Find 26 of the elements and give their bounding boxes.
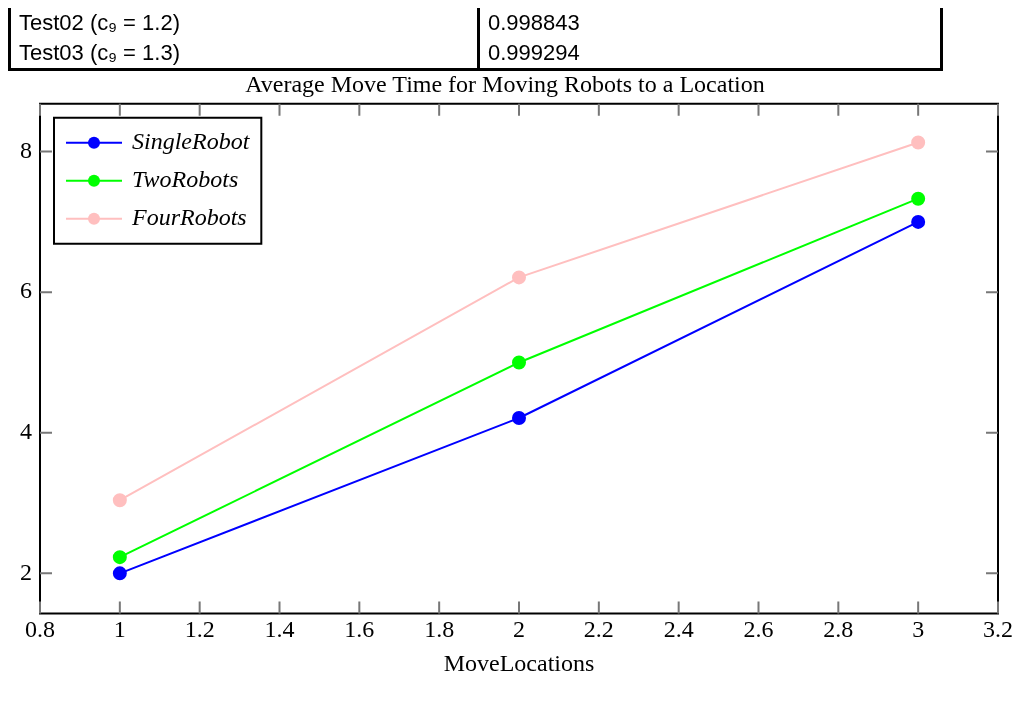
legend-label: TwoRobots xyxy=(132,166,239,193)
x-axis-title: MoveLocations xyxy=(443,649,595,676)
legend-label: FourRobots xyxy=(131,204,247,231)
legend-label: SingleRobot xyxy=(132,128,251,155)
y-tick-label: 6 xyxy=(20,277,32,304)
x-tick-label: 2.8 xyxy=(823,616,854,643)
y-tick-label: 8 xyxy=(20,136,32,163)
x-tick-label: 3.2 xyxy=(983,616,1013,643)
text: Test03 (c₉ = 1.3) xyxy=(9,38,479,70)
x-tick-label: 0.8 xyxy=(25,616,55,643)
x-tick-label: 2.2 xyxy=(583,616,614,643)
x-tick-label: 1.6 xyxy=(344,616,375,643)
x-tick-label: 1 xyxy=(113,616,126,643)
y-tick-label: 4 xyxy=(20,418,32,445)
x-tick-label: 1.2 xyxy=(184,616,215,643)
x-tick-label: 2 xyxy=(513,616,525,643)
text: 0.998843 xyxy=(478,8,942,38)
text: 0.999294 xyxy=(478,38,942,70)
x-tick-label: 2.6 xyxy=(743,616,774,643)
chart-title: Average Move Time for Moving Robots to a Location xyxy=(245,70,765,97)
y-tick-label: 2 xyxy=(20,558,32,585)
text: Test02 (c₉ = 1.2) xyxy=(9,8,479,38)
x-tick-label: 1.8 xyxy=(424,616,455,643)
x-tick-label: 3 xyxy=(912,616,925,643)
x-tick-label: 2.4 xyxy=(663,616,694,643)
x-tick-label: 1.4 xyxy=(264,616,295,643)
